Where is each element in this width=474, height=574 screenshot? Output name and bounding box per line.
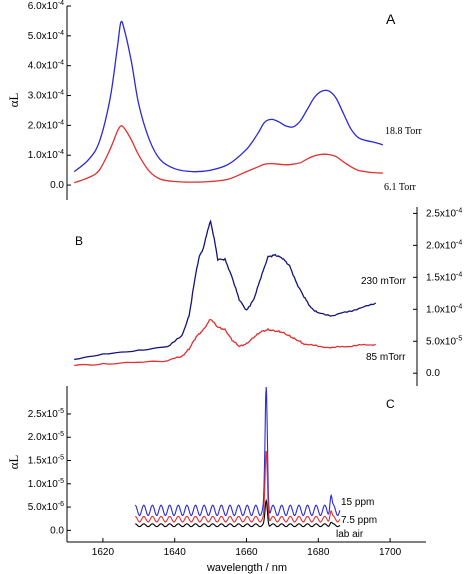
panel-a-series-2-label: 6.1 Torr xyxy=(384,182,417,193)
panel-a-series-1-label: 18.8 Torr xyxy=(385,126,423,137)
y-tick-label: 2.5x10-4 xyxy=(426,207,462,219)
x-tick-label: 1640 xyxy=(164,547,187,558)
y-tick-label: 1.0x10-4 xyxy=(426,303,462,315)
panel-c-series-1-label: 15 ppm xyxy=(341,497,374,508)
y-tick-label: 5.0x10-4 xyxy=(28,30,64,42)
panel-b-series xyxy=(74,219,377,367)
series-line xyxy=(73,125,383,184)
panel-b-label: B xyxy=(75,234,83,248)
y-tick-label: 1.5x10-5 xyxy=(28,455,64,467)
panel-a-series xyxy=(73,20,384,184)
panel-c-series-2-label: 7.5 ppm xyxy=(341,515,377,526)
panel-a-label: A xyxy=(386,11,396,27)
panel-c-ylabel: αL xyxy=(6,455,21,470)
panel-c-series xyxy=(134,386,341,528)
y-tick-label: 0.0 xyxy=(50,180,64,191)
panel-c-xlabel: wavelength / nm xyxy=(206,562,287,574)
y-tick-label: 1.0x10-4 xyxy=(28,149,64,161)
y-tick-label: 1.0x10-5 xyxy=(28,478,64,490)
y-tick-label: 2.0x10-4 xyxy=(28,119,64,131)
panel-b-y-ticks: 0.0 5.0x10-5 1.0x10-4 1.5x10-4 2.0x10-4 2.5x1… xyxy=(413,207,462,379)
y-tick-label: 5.0x10-5 xyxy=(426,335,462,347)
panel-c: 0.0 5.0x10-6 1.0x10-5 1.5x10-5 2.0x10-5 2.5x1… xyxy=(6,386,426,574)
y-tick-label: 2.0x10-5 xyxy=(28,431,64,443)
y-tick-label: 2.5x10-5 xyxy=(28,408,64,420)
y-tick-label: 0.0 xyxy=(426,368,440,379)
y-tick-label: 3.0x10-4 xyxy=(28,90,64,102)
panel-a-y-ticks: 0.0 1.0x10-4 2.0x10-4 3.0x10-4 4.0x10-4 5.0x1… xyxy=(28,0,71,191)
x-tick-label: 1660 xyxy=(235,547,258,558)
panel-c-x-ticks: 1620 1640 1660 1680 1700 xyxy=(92,538,402,558)
x-tick-label: 1680 xyxy=(307,547,330,558)
series-line xyxy=(73,20,384,173)
panel-b-series-2-label: 85 mTorr xyxy=(366,352,406,363)
panel-a: 0.0 1.0x10-4 2.0x10-4 3.0x10-4 4.0x10-4 5.0x1… xyxy=(6,0,423,200)
x-tick-label: 1700 xyxy=(379,547,402,558)
y-tick-label: 4.0x10-4 xyxy=(28,60,64,72)
x-tick-label: 1620 xyxy=(92,547,115,558)
panel-b-series-1-label: 230 mTorr xyxy=(361,276,407,287)
series-line xyxy=(135,450,341,523)
series-line xyxy=(74,318,376,367)
series-line xyxy=(74,219,377,361)
y-tick-label: 0.0 xyxy=(50,525,64,536)
y-tick-label: 2.0x10-4 xyxy=(426,239,462,251)
series-line xyxy=(135,498,341,528)
panel-c-series-3-label: lab air xyxy=(336,529,364,540)
panel-a-ylabel: αL xyxy=(6,93,21,108)
y-tick-label: 6.0x10-4 xyxy=(28,0,64,12)
series-line xyxy=(134,386,341,517)
y-tick-label: 5.0x10-6 xyxy=(28,501,64,513)
panel-b: 0.0 5.0x10-5 1.0x10-4 1.5x10-4 2.0x10-4 2.5x1… xyxy=(74,207,462,386)
panel-c-label: C xyxy=(386,397,395,411)
y-tick-label: 1.5x10-4 xyxy=(426,271,462,283)
panel-c-y-ticks: 0.0 5.0x10-6 1.0x10-5 1.5x10-5 2.0x10-5 2.5x1… xyxy=(28,408,71,536)
